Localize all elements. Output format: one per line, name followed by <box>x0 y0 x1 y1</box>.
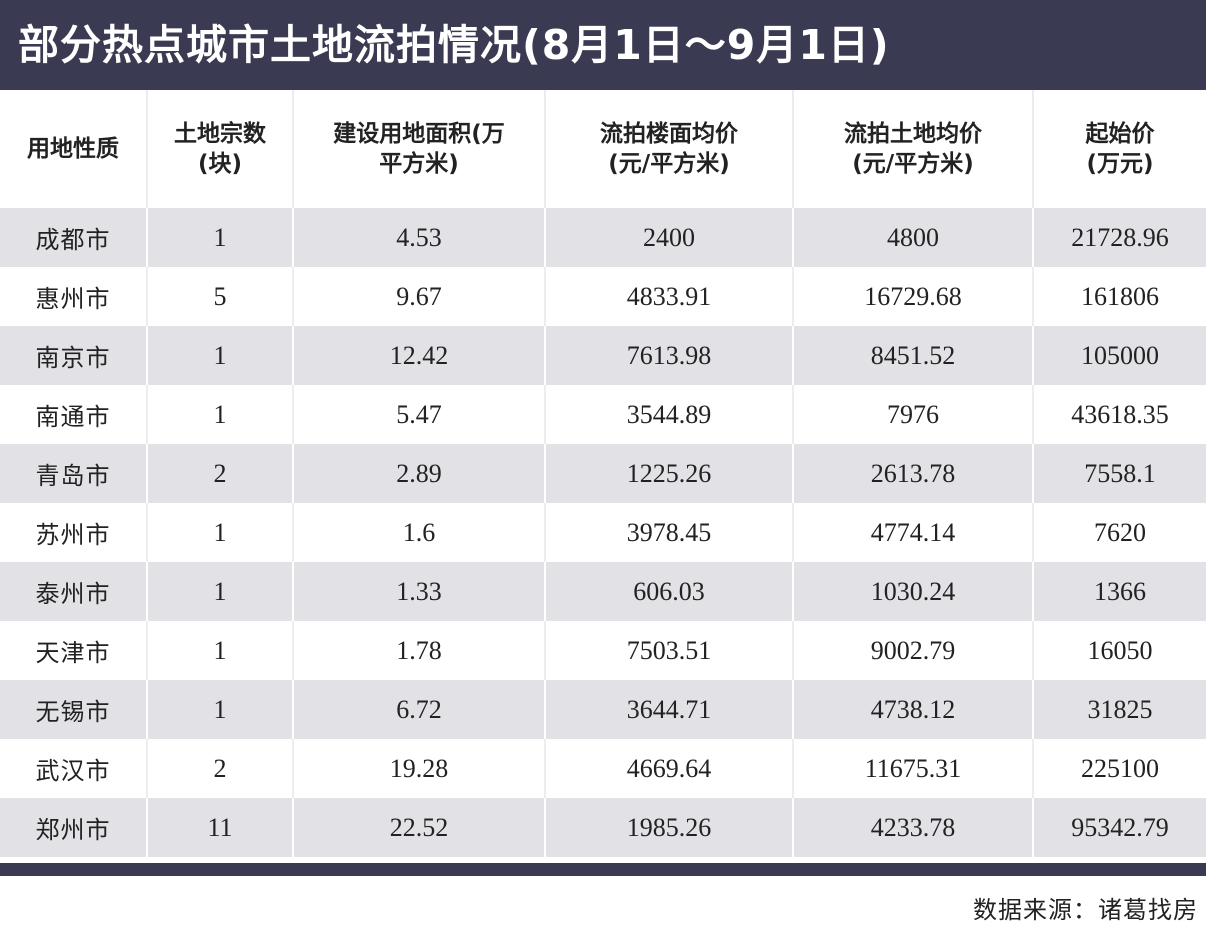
value-cell: 1 <box>146 503 292 562</box>
value-cell: 16050 <box>1032 621 1206 680</box>
value-cell: 11675.31 <box>792 739 1032 798</box>
value-cell: 4669.64 <box>544 739 792 798</box>
value-cell: 43618.35 <box>1032 385 1206 444</box>
value-cell: 8451.52 <box>792 326 1032 385</box>
value-cell: 1985.26 <box>544 798 792 857</box>
value-cell: 11 <box>146 798 292 857</box>
value-cell: 225100 <box>1032 739 1206 798</box>
city-cell: 南京市 <box>0 326 146 385</box>
table-row: 天津市 1 1.78 7503.51 9002.79 16050 <box>0 621 1206 680</box>
value-cell: 5 <box>146 267 292 326</box>
source-note: 数据来源：诸葛找房 <box>973 896 1198 924</box>
column-header: 起始价 (万元) <box>1032 90 1206 208</box>
value-cell: 16729.68 <box>792 267 1032 326</box>
value-cell: 7613.98 <box>544 326 792 385</box>
column-header: 建设用地面积(万 平方米) <box>292 90 544 208</box>
city-cell: 惠州市 <box>0 267 146 326</box>
city-cell: 苏州市 <box>0 503 146 562</box>
value-cell: 3644.71 <box>544 680 792 739</box>
value-cell: 2.89 <box>292 444 544 503</box>
table-row: 成都市 1 4.53 2400 4800 21728.96 <box>0 208 1206 267</box>
value-cell: 6.72 <box>292 680 544 739</box>
city-cell: 郑州市 <box>0 798 146 857</box>
value-cell: 5.47 <box>292 385 544 444</box>
value-cell: 4738.12 <box>792 680 1032 739</box>
city-cell: 青岛市 <box>0 444 146 503</box>
city-cell: 南通市 <box>0 385 146 444</box>
table-row: 青岛市 2 2.89 1225.26 2613.78 7558.1 <box>0 444 1206 503</box>
table-row: 惠州市 5 9.67 4833.91 16729.68 161806 <box>0 267 1206 326</box>
value-cell: 2613.78 <box>792 444 1032 503</box>
value-cell: 31825 <box>1032 680 1206 739</box>
value-cell: 1.6 <box>292 503 544 562</box>
value-cell: 1 <box>146 562 292 621</box>
table-body: 成都市 1 4.53 2400 4800 21728.96 惠州市 5 9.67 4833.91 1… <box>0 208 1206 857</box>
column-header: 用地性质 <box>0 90 146 208</box>
value-cell: 4774.14 <box>792 503 1032 562</box>
value-cell: 7620 <box>1032 503 1206 562</box>
land-auction-table: 用地性质 土地宗数 (块) 建设用地面积(万 平方米) 流拍楼面均价 (元/平方米) 流拍土地… <box>0 90 1206 857</box>
city-cell: 泰州市 <box>0 562 146 621</box>
value-cell: 3978.45 <box>544 503 792 562</box>
value-cell: 2400 <box>544 208 792 267</box>
value-cell: 21728.96 <box>1032 208 1206 267</box>
title-bar: 部分热点城市土地流拍情况(8月1日～9月1日) <box>0 0 1206 90</box>
value-cell: 4233.78 <box>792 798 1032 857</box>
value-cell: 1.78 <box>292 621 544 680</box>
value-cell: 3544.89 <box>544 385 792 444</box>
page-title: 部分热点城市土地流拍情况(8月1日～9月1日) <box>18 21 890 69</box>
table-row: 南通市 1 5.47 3544.89 7976 43618.35 <box>0 385 1206 444</box>
value-cell: 1030.24 <box>792 562 1032 621</box>
value-cell: 9.67 <box>292 267 544 326</box>
value-cell: 7976 <box>792 385 1032 444</box>
value-cell: 1 <box>146 385 292 444</box>
value-cell: 4833.91 <box>544 267 792 326</box>
value-cell: 161806 <box>1032 267 1206 326</box>
city-cell: 成都市 <box>0 208 146 267</box>
value-cell: 2 <box>146 739 292 798</box>
value-cell: 1 <box>146 680 292 739</box>
table-row: 泰州市 1 1.33 606.03 1030.24 1366 <box>0 562 1206 621</box>
value-cell: 12.42 <box>292 326 544 385</box>
table-row: 南京市 1 12.42 7613.98 8451.52 105000 <box>0 326 1206 385</box>
value-cell: 22.52 <box>292 798 544 857</box>
column-header: 流拍楼面均价 (元/平方米) <box>544 90 792 208</box>
table-row: 无锡市 1 6.72 3644.71 4738.12 31825 <box>0 680 1206 739</box>
table-row: 郑州市 11 22.52 1985.26 4233.78 95342.79 <box>0 798 1206 857</box>
value-cell: 1 <box>146 208 292 267</box>
table-row: 苏州市 1 1.6 3978.45 4774.14 7620 <box>0 503 1206 562</box>
bottom-rule <box>0 863 1206 876</box>
value-cell: 1 <box>146 621 292 680</box>
value-cell: 1.33 <box>292 562 544 621</box>
value-cell: 95342.79 <box>1032 798 1206 857</box>
value-cell: 1225.26 <box>544 444 792 503</box>
value-cell: 4.53 <box>292 208 544 267</box>
table-header-row: 用地性质 土地宗数 (块) 建设用地面积(万 平方米) 流拍楼面均价 (元/平方米) 流拍土地… <box>0 90 1206 208</box>
table-row: 武汉市 2 19.28 4669.64 11675.31 225100 <box>0 739 1206 798</box>
data-table-container: 用地性质 土地宗数 (块) 建设用地面积(万 平方米) 流拍楼面均价 (元/平方米) 流拍土地… <box>0 90 1206 857</box>
value-cell: 7558.1 <box>1032 444 1206 503</box>
column-header: 流拍土地均价 (元/平方米) <box>792 90 1032 208</box>
value-cell: 7503.51 <box>544 621 792 680</box>
city-cell: 武汉市 <box>0 739 146 798</box>
column-header: 土地宗数 (块) <box>146 90 292 208</box>
value-cell: 2 <box>146 444 292 503</box>
value-cell: 19.28 <box>292 739 544 798</box>
city-cell: 天津市 <box>0 621 146 680</box>
value-cell: 1 <box>146 326 292 385</box>
value-cell: 1366 <box>1032 562 1206 621</box>
value-cell: 4800 <box>792 208 1032 267</box>
value-cell: 9002.79 <box>792 621 1032 680</box>
value-cell: 105000 <box>1032 326 1206 385</box>
city-cell: 无锡市 <box>0 680 146 739</box>
value-cell: 606.03 <box>544 562 792 621</box>
